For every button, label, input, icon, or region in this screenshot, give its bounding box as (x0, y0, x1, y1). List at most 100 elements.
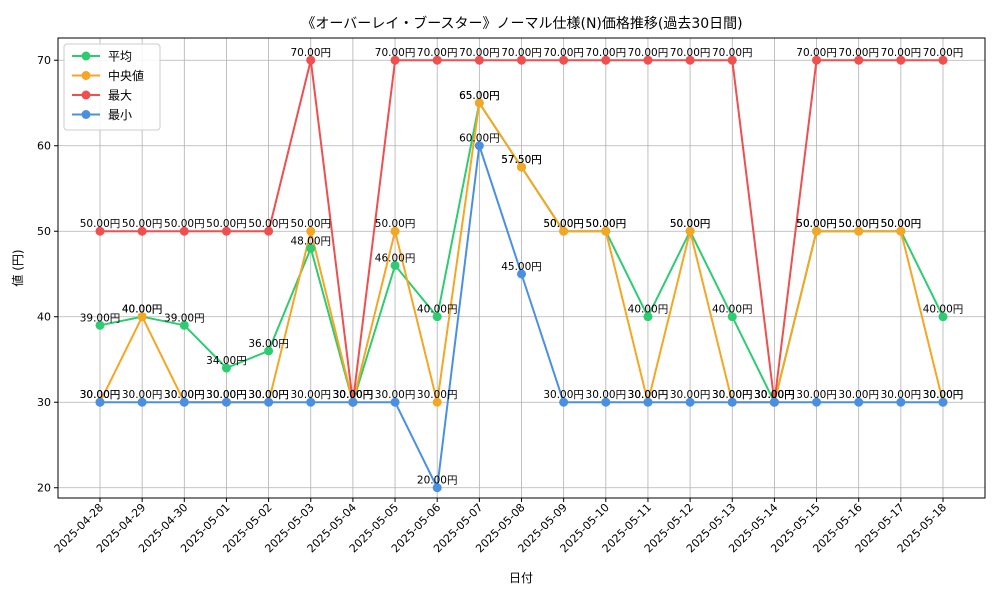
data-label: 30.00円 (248, 389, 289, 401)
data-point (390, 55, 400, 65)
data-label: 57.50円 (501, 154, 542, 166)
data-label: 30.00円 (754, 389, 795, 401)
data-point (643, 397, 653, 407)
data-point (221, 397, 231, 407)
y-tick-label: 60 (37, 140, 51, 153)
data-label: 50.00円 (586, 218, 627, 230)
data-point (474, 98, 484, 108)
data-point (95, 226, 105, 236)
grid-layer (58, 38, 985, 498)
data-label: 70.00円 (712, 47, 753, 59)
data-point (179, 397, 189, 407)
data-label: 30.00円 (80, 389, 121, 401)
data-label: 65.00円 (459, 90, 500, 102)
data-point (643, 312, 653, 322)
data-point (854, 226, 864, 236)
data-point (854, 397, 864, 407)
data-point (896, 55, 906, 65)
data-point (896, 226, 906, 236)
data-label: 70.00円 (459, 47, 500, 59)
data-point (812, 55, 822, 65)
legend-marker (81, 51, 91, 61)
data-label: 50.00円 (164, 218, 205, 230)
data-label: 30.00円 (754, 389, 795, 401)
data-label: 70.00円 (290, 47, 331, 59)
data-label: 34.00円 (206, 355, 247, 367)
data-point (727, 397, 737, 407)
data-label: 30.00円 (164, 389, 205, 401)
data-label: 70.00円 (628, 47, 669, 59)
data-label: 50.00円 (796, 218, 837, 230)
data-point (221, 226, 231, 236)
data-label: 40.00円 (712, 304, 753, 316)
data-point (474, 55, 484, 65)
data-label: 50.00円 (290, 218, 331, 230)
data-label: 40.00円 (122, 304, 163, 316)
data-label: 40.00円 (122, 304, 163, 316)
data-label: 30.00円 (923, 389, 964, 401)
legend-label: 中央値 (108, 68, 144, 83)
data-label: 50.00円 (543, 218, 584, 230)
data-label: 30.00円 (881, 389, 922, 401)
data-point (137, 397, 147, 407)
chart-title: 《オーバーレイ・ブースター》ノーマル仕様(N)価格推移(過去30日間) (301, 15, 742, 32)
data-label: 40.00円 (628, 304, 669, 316)
data-label: 30.00円 (333, 389, 374, 401)
data-label: 50.00円 (670, 218, 711, 230)
data-point (264, 226, 274, 236)
data-label: 46.00円 (375, 252, 416, 264)
legend-marker (81, 90, 91, 100)
data-label: 70.00円 (417, 47, 458, 59)
data-point (432, 483, 442, 493)
data-point (306, 226, 316, 236)
data-point (769, 397, 779, 407)
data-label: 50.00円 (881, 218, 922, 230)
data-label: 70.00円 (375, 47, 416, 59)
data-point (432, 55, 442, 65)
data-point (685, 397, 695, 407)
data-label: 30.00円 (712, 389, 753, 401)
legend-box (63, 43, 161, 131)
data-label: 50.00円 (80, 218, 121, 230)
data-point (517, 269, 526, 279)
data-point (812, 226, 822, 236)
x-axis-label: 日付 (509, 571, 533, 585)
data-label: 48.00円 (290, 235, 331, 247)
series-layer (95, 55, 948, 493)
data-label: 50.00円 (881, 218, 922, 230)
data-label: 70.00円 (923, 47, 964, 59)
data-label: 50.00円 (122, 218, 163, 230)
data-label: 50.00円 (670, 218, 711, 230)
data-label: 30.00円 (628, 389, 669, 401)
data-label: 20.00円 (417, 475, 458, 487)
data-point (517, 162, 526, 172)
data-label: 30.00円 (248, 389, 289, 401)
data-label: 30.00円 (80, 389, 121, 401)
data-label: 50.00円 (375, 218, 416, 230)
data-label: 30.00円 (290, 389, 331, 401)
data-point (179, 320, 189, 330)
data-label: 40.00円 (417, 304, 458, 316)
data-point (559, 55, 569, 65)
data-label: 70.00円 (586, 47, 627, 59)
data-label: 70.00円 (543, 47, 584, 59)
data-label: 45.00円 (501, 261, 542, 273)
label-layer: 39.00円40.00円39.00円34.00円36.00円48.00円30.0… (80, 47, 964, 487)
data-point (137, 226, 147, 236)
data-label: 70.00円 (796, 47, 837, 59)
data-point (264, 346, 274, 356)
legend-label: 最大 (108, 89, 132, 103)
legend-label: 最小 (108, 108, 132, 122)
data-label: 50.00円 (838, 218, 879, 230)
data-label: 70.00円 (670, 47, 711, 59)
data-label: 30.00円 (754, 389, 795, 401)
data-label: 50.00円 (586, 218, 627, 230)
data-label: 70.00円 (501, 47, 542, 59)
data-label: 50.00円 (543, 218, 584, 230)
data-point (348, 397, 358, 407)
y-tick-label: 20 (37, 482, 51, 495)
data-label: 30.00円 (206, 389, 247, 401)
data-label: 50.00円 (838, 218, 879, 230)
